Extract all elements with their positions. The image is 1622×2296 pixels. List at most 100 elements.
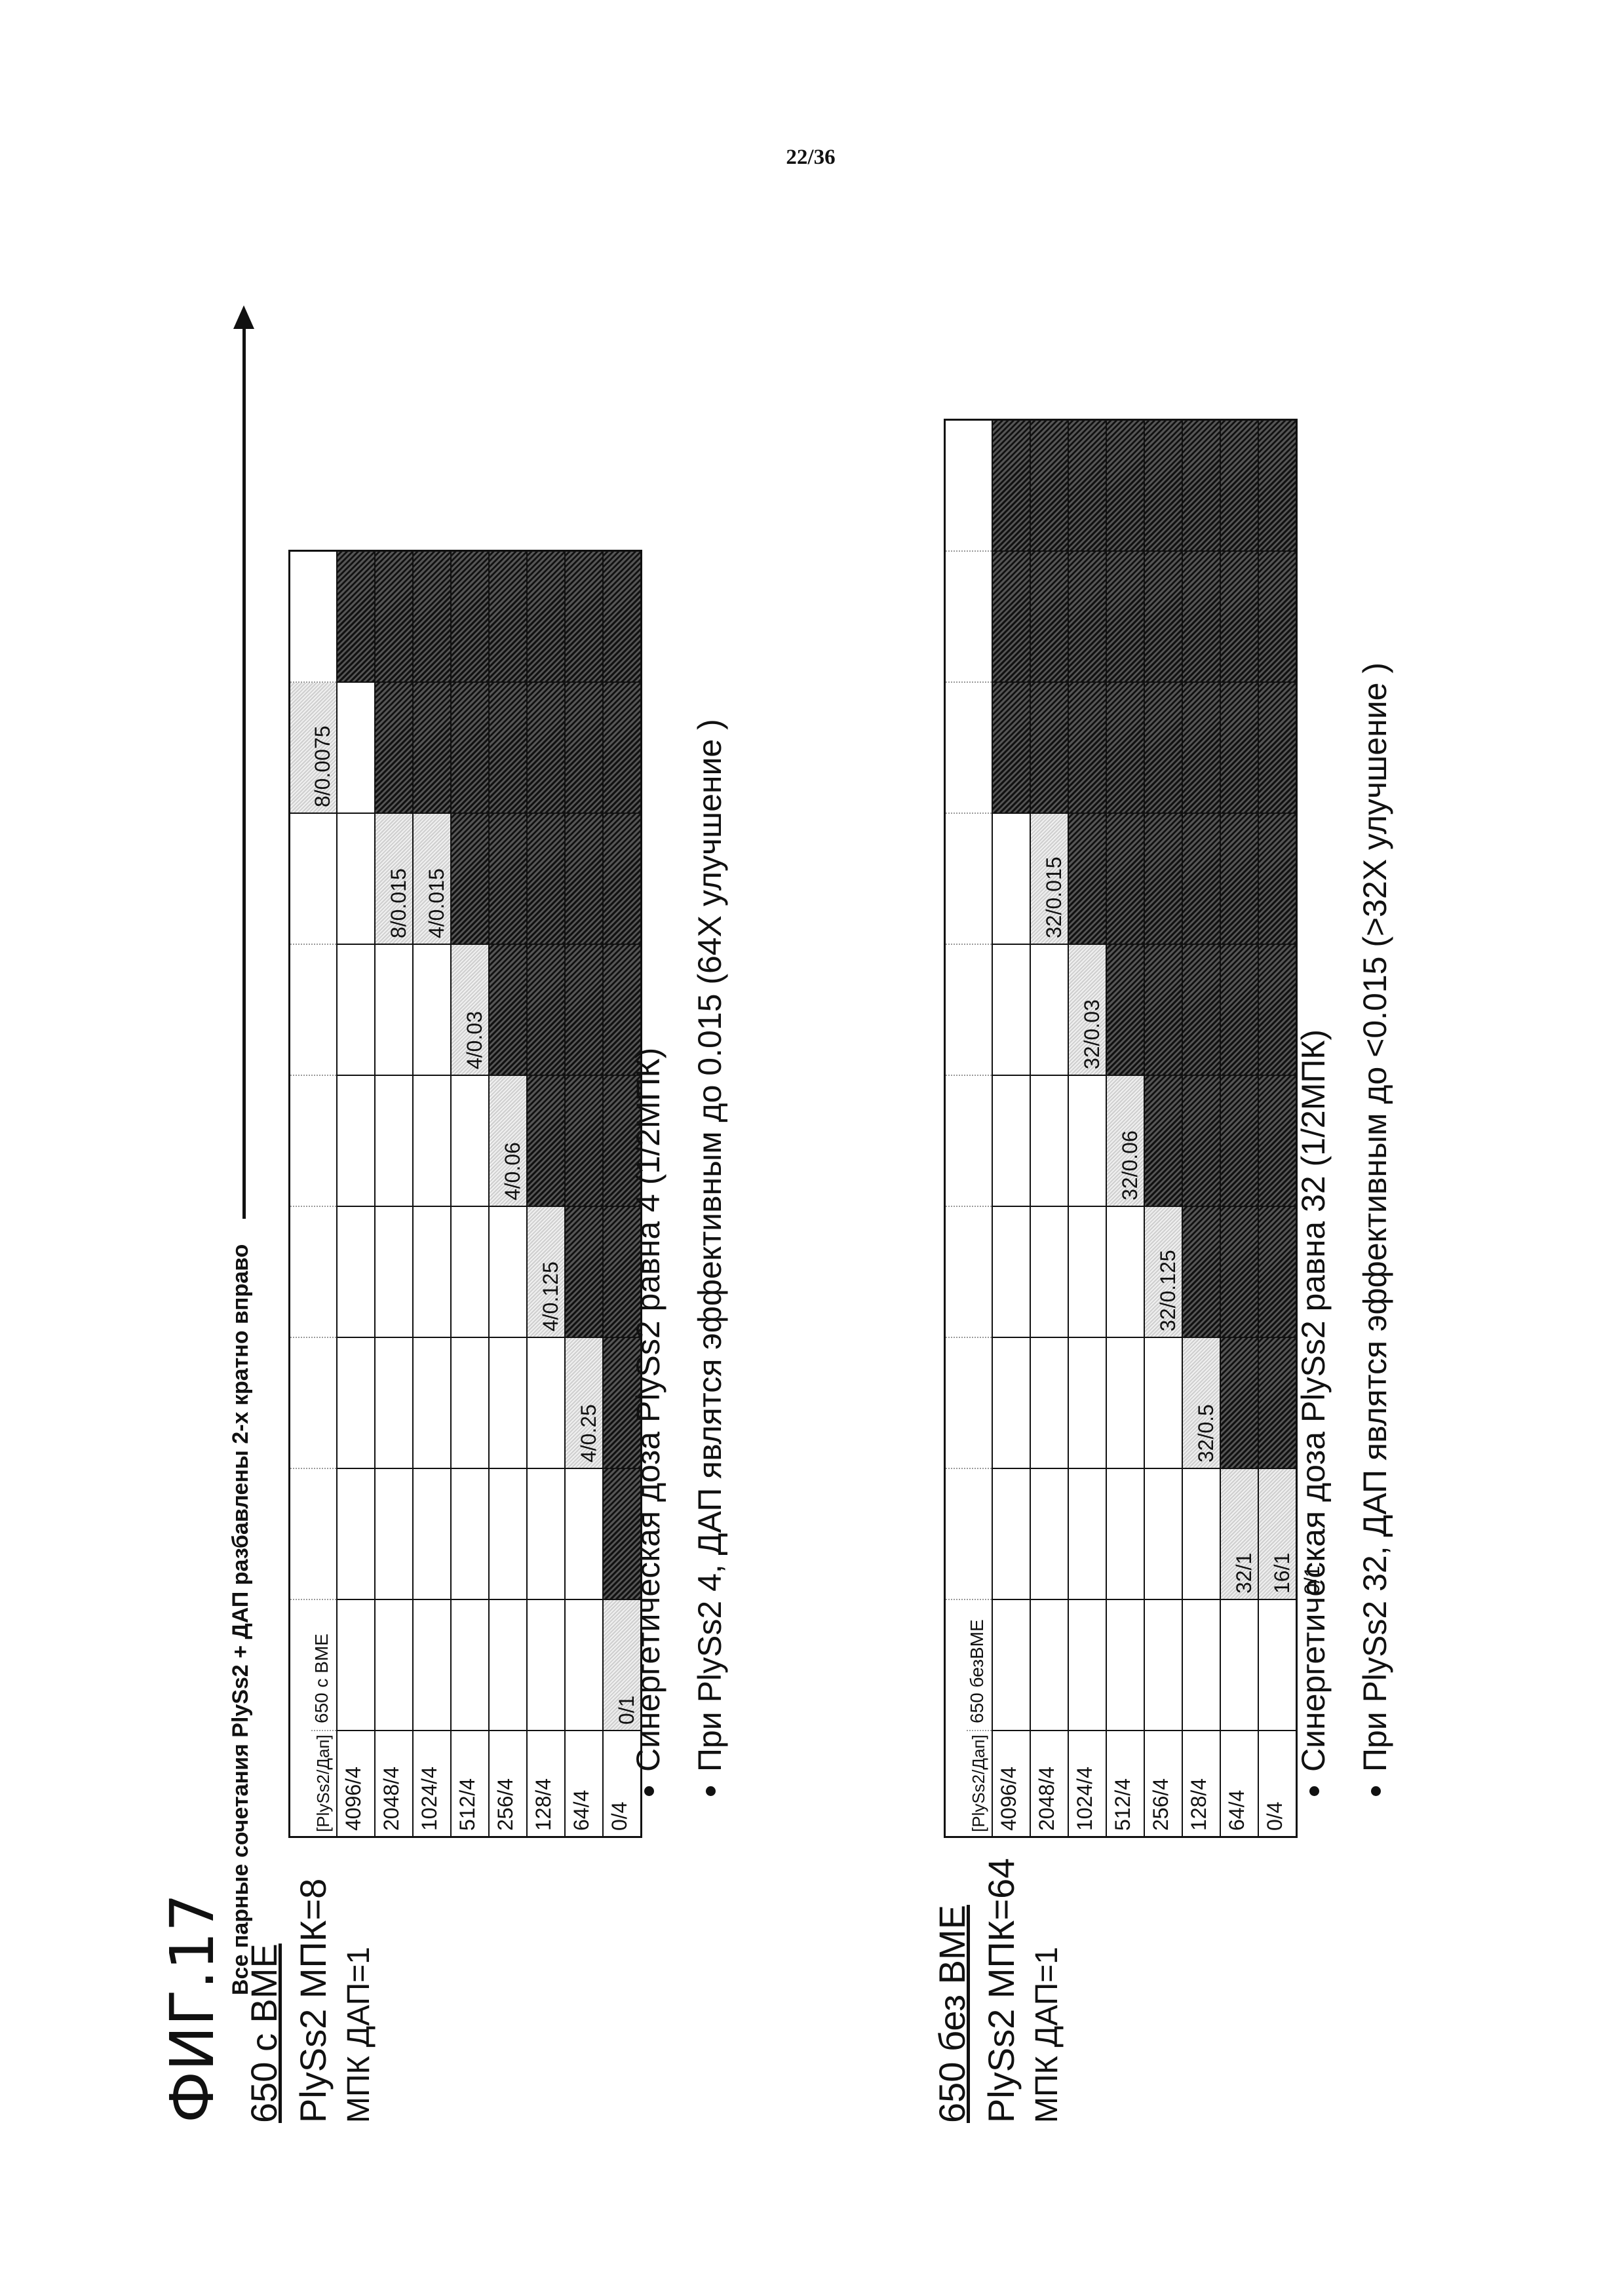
growth-cell	[1220, 1338, 1258, 1469]
growth-cell	[992, 683, 1030, 814]
cell-value: 32/0.03	[1080, 999, 1104, 1069]
mic-cell: 4/0.125	[526, 1207, 564, 1338]
growth-cell	[1182, 683, 1220, 814]
header-cell	[946, 945, 992, 1076]
growth-cell	[1258, 683, 1296, 814]
growth-cell	[1106, 945, 1144, 1076]
table-cell	[412, 1338, 450, 1469]
table-cell	[992, 1469, 1030, 1600]
growth-cell	[1144, 814, 1182, 945]
table-cell	[1030, 1076, 1068, 1207]
growth-cell	[992, 421, 1030, 552]
table-cell	[336, 814, 374, 945]
table-cell	[564, 1469, 602, 1600]
table-cell	[374, 1600, 412, 1731]
growth-cell	[1030, 552, 1068, 683]
row-label: 1024/4	[412, 1731, 450, 1836]
table-cell	[374, 1207, 412, 1338]
growth-cell	[450, 552, 488, 683]
growth-cell	[488, 683, 526, 814]
growth-cell	[1182, 945, 1220, 1076]
table-cell	[488, 1207, 526, 1338]
row-label: 64/4	[1220, 1731, 1258, 1836]
table-cell	[374, 945, 412, 1076]
growth-cell	[1258, 1207, 1296, 1338]
growth-cell	[1258, 552, 1296, 683]
growth-cell	[564, 683, 602, 814]
cell-value: 32/0.06	[1118, 1130, 1142, 1200]
header-cell	[290, 945, 336, 1076]
table-cell	[1144, 1338, 1182, 1469]
row-label: 4096/4	[992, 1731, 1030, 1836]
growth-cell	[1220, 421, 1258, 552]
table-cell	[488, 1469, 526, 1600]
mic-cell: 32/1	[1220, 1469, 1258, 1600]
table-cell	[1030, 1338, 1068, 1469]
mic-cell: 4/0.06	[488, 1076, 526, 1207]
table-cell	[374, 1469, 412, 1600]
mic-cell: 4/0.03	[450, 945, 488, 1076]
table-cell	[336, 1469, 374, 1600]
table-cell	[526, 1600, 564, 1731]
panel-1-bullet-2: При PlySs2 4, ДАП являтся эффективным до…	[691, 719, 729, 1772]
header-cell	[290, 814, 336, 945]
growth-cell	[1182, 421, 1220, 552]
cell-value: 32/1	[1232, 1553, 1256, 1594]
table-cell	[336, 1207, 374, 1338]
cell-value: 4/0.015	[425, 868, 449, 938]
table-cell	[564, 1600, 602, 1731]
table-cell	[450, 1469, 488, 1600]
table-cell	[992, 1338, 1030, 1469]
table-cell	[1106, 1600, 1144, 1731]
table-cell	[336, 1600, 374, 1731]
growth-cell	[1182, 552, 1220, 683]
table-cell	[526, 1338, 564, 1469]
table-cell	[1182, 1600, 1220, 1731]
table-cell	[336, 1076, 374, 1207]
mic-cell: 16/1	[1258, 1469, 1296, 1600]
table-cell	[450, 1207, 488, 1338]
table-cell	[488, 1338, 526, 1469]
arrow-caption: Все парные сочетания PlySs2 + ДАП разбав…	[228, 1244, 254, 1995]
cell-value: 32/0.125	[1156, 1250, 1180, 1331]
growth-cell	[374, 552, 412, 683]
growth-cell	[526, 552, 564, 683]
table-cell	[450, 1600, 488, 1731]
header-cell	[946, 683, 992, 814]
mic-cell: 4/0.25	[564, 1338, 602, 1469]
header-cell	[290, 552, 336, 683]
table-cell	[336, 1338, 374, 1469]
growth-cell	[1182, 1207, 1220, 1338]
growth-cell	[1258, 421, 1296, 552]
growth-cell	[564, 945, 602, 1076]
header-cell	[946, 1469, 992, 1600]
growth-cell	[374, 683, 412, 814]
table-cell	[374, 1076, 412, 1207]
growth-cell	[1106, 683, 1144, 814]
header-cell	[946, 1338, 992, 1469]
growth-cell	[602, 552, 640, 683]
table-cell	[1068, 1207, 1106, 1338]
panel-1-mpk-plyss2: PlySs2 МПК=8	[292, 1879, 334, 2123]
mic-cell: 4/0.015	[412, 814, 450, 945]
table-cell	[488, 1600, 526, 1731]
growth-cell	[1144, 945, 1182, 1076]
figure-content: ФИГ.17 Все парные сочетания PlySs2 + ДАП…	[131, 131, 1475, 2162]
growth-cell	[1220, 814, 1258, 945]
header-cell	[946, 552, 992, 683]
growth-cell	[564, 1076, 602, 1207]
growth-cell	[564, 552, 602, 683]
cell-value: 16/1	[1270, 1553, 1294, 1594]
cell-value: 4/0.03	[463, 1011, 487, 1069]
growth-cell	[526, 814, 564, 945]
table-cell	[412, 945, 450, 1076]
header-cell: 8/0.0075	[290, 683, 336, 814]
growth-cell	[1258, 1338, 1296, 1469]
header-cell	[946, 1076, 992, 1207]
growth-cell	[1220, 1207, 1258, 1338]
row-label: 2048/4	[374, 1731, 412, 1836]
table-cell	[412, 1207, 450, 1338]
row-label: 1024/4	[1068, 1731, 1106, 1836]
growth-cell	[526, 683, 564, 814]
table-cell	[992, 1600, 1030, 1731]
